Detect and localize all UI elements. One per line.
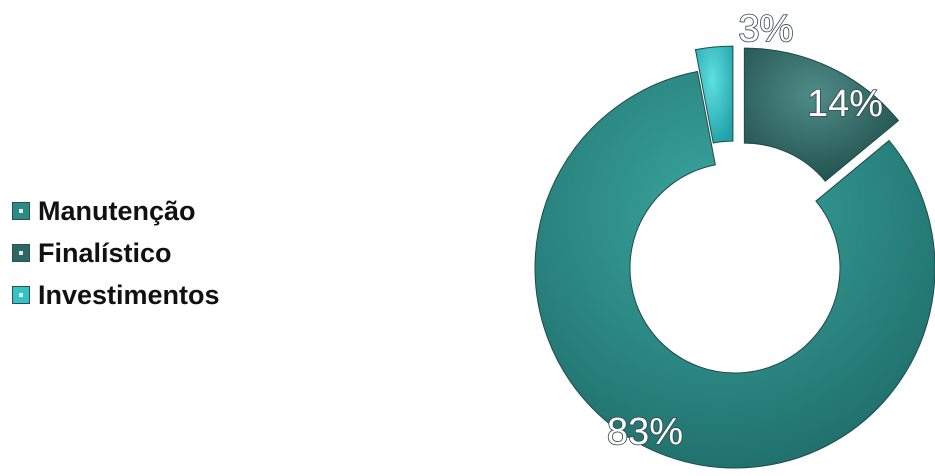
legend-item-finalistico: Finalístico <box>12 232 220 274</box>
data-label-manutencao: 83% <box>607 411 683 453</box>
legend-swatch-investimentos <box>12 286 30 304</box>
chart-legend: Manutenção Finalístico Investimentos <box>12 190 220 316</box>
legend-item-manutencao: Manutenção <box>12 190 220 232</box>
slice-investimentos <box>694 45 734 144</box>
legend-label-finalistico: Finalístico <box>38 237 172 268</box>
data-label-investimentos: 3% <box>739 8 794 50</box>
data-label-finalistico: 14% <box>807 83 883 125</box>
legend-swatch-finalistico <box>12 244 30 262</box>
slice-manutencao <box>534 70 935 469</box>
legend-item-investimentos: Investimentos <box>12 274 220 316</box>
slice-finalistico <box>743 47 900 182</box>
legend-label-investimentos: Investimentos <box>38 279 220 310</box>
legend-label-manutencao: Manutenção <box>38 195 196 226</box>
legend-swatch-manutencao <box>12 202 30 220</box>
